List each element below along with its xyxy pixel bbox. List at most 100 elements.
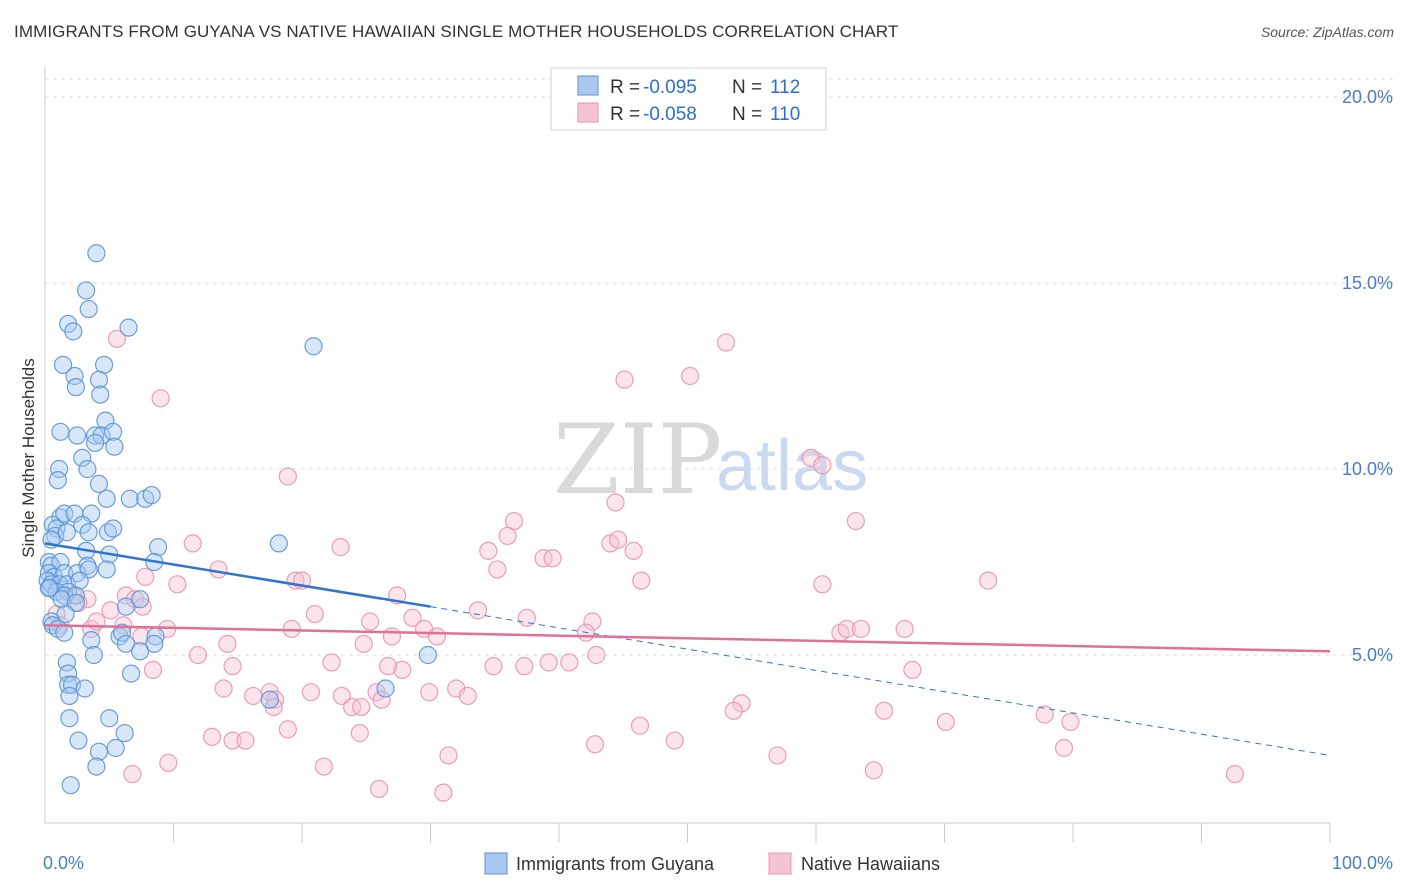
hawaiian-point (539, 653, 558, 672)
guyana-point (89, 370, 109, 389)
points-layer (38, 244, 1245, 802)
hawaiian-point (114, 616, 133, 635)
guyana-point (77, 281, 96, 300)
hawaiian-point (314, 757, 333, 776)
guyana-point (119, 318, 138, 337)
hawaiian-point (101, 601, 120, 620)
hawaiian-point (322, 653, 341, 672)
legend-r-label-guyana: R = (610, 77, 640, 98)
chart-title: IMMIGRANTS FROM GUYANA VS NATIVE HAWAIIA… (14, 22, 899, 41)
guyana-point (79, 299, 98, 319)
guyana-point (304, 337, 323, 356)
hawaiian-point (107, 329, 127, 348)
guyana-point (39, 578, 58, 598)
hawaiian-point (361, 612, 380, 631)
guyana-point (69, 731, 88, 750)
hawaiian-point (393, 660, 412, 679)
bottom-legend-label-hawaiian: Native Hawaiians (801, 854, 940, 874)
bottom-legend-label-guyana: Immigrants from Guyana (516, 854, 715, 874)
guyana-point (89, 742, 109, 761)
hawaiian-point (372, 690, 391, 709)
hawaiian-point (223, 731, 242, 750)
hawaiian-point (151, 389, 170, 408)
hawaiian-point (434, 783, 453, 802)
hawaiian-point (382, 627, 402, 646)
guyana-point (260, 690, 279, 709)
legend-r-value-hawaiian: -0.058 (643, 104, 697, 125)
guyana-point (269, 534, 288, 553)
hawaiian-point (168, 575, 187, 594)
guyana-point (106, 738, 125, 758)
guyana-point (55, 564, 74, 583)
hawaiian-point (632, 571, 651, 590)
hawaiian-point (278, 467, 297, 486)
hawaiian-point (143, 660, 163, 679)
hawaiian-point (468, 601, 488, 620)
hawaiian-point (585, 735, 605, 754)
legend-n-value-guyana: 112 (770, 77, 800, 98)
axes-layer (44, 67, 1331, 843)
hawaiian-point (583, 612, 602, 631)
hawaiian-point (724, 701, 743, 720)
y-tick-label: 5.0% (1352, 645, 1393, 665)
hawaiian-point (427, 627, 447, 646)
guyana-point (66, 378, 85, 397)
tick-labels: 5.0% 10.0% 15.0% 20.0% 0.0% 100.0% (43, 87, 1393, 873)
guyana-point (104, 422, 123, 441)
legend-n-value-hawaiian: 110 (770, 104, 800, 125)
y-tick-label: 10.0% (1342, 459, 1393, 479)
guyana-point (70, 571, 89, 590)
hawaiian-point (123, 764, 142, 784)
guyana-point (68, 426, 87, 445)
source-label: Source: ZipAtlas.com (1260, 24, 1394, 40)
guyana-point (66, 593, 85, 613)
guyana-point (89, 474, 109, 493)
guyana-point (97, 489, 116, 508)
guyana-point (97, 560, 116, 579)
legend-r-value-guyana: -0.095 (643, 77, 697, 98)
guyana-point (53, 355, 73, 374)
guyana-point (105, 437, 124, 456)
hawaiian-point (236, 731, 255, 750)
guyana-point (86, 433, 105, 453)
hawaiian-point (159, 753, 178, 772)
hawaiian-point (665, 731, 684, 750)
legend-swatch-hawaiian (577, 102, 599, 123)
hawaiian-point (837, 619, 856, 639)
hawaiian-point (420, 683, 439, 702)
hawaiian-point (183, 534, 202, 553)
guyana-point (64, 322, 83, 341)
correlation-legend: R = -0.095 N = 112 R = -0.058 N = 110 (550, 67, 827, 131)
hawaiian-point (813, 575, 832, 594)
guyana-point (56, 604, 75, 624)
trend-layer (44, 542, 1331, 756)
hawaiian-point (479, 541, 498, 560)
hawaiian-point (278, 720, 297, 739)
hawaiian-point (188, 645, 208, 665)
guyana-point (73, 448, 92, 467)
watermark: ZIP atlas (553, 404, 868, 516)
guyana-point (104, 519, 123, 538)
guyana-point (75, 679, 94, 698)
hawaiian-point (903, 660, 922, 679)
hawaiian-point (332, 686, 351, 706)
guyana-point (418, 645, 438, 665)
guyana-point (60, 686, 79, 706)
hawaiian-point (851, 619, 871, 639)
hawaiian-trend-line (44, 623, 1331, 653)
hawaiian-point (403, 608, 422, 627)
hawaiian-point (875, 701, 894, 720)
guyana-point (86, 426, 105, 445)
x-tick-label-min: 0.0% (43, 853, 84, 873)
guyana-point (47, 519, 66, 538)
hawaiian-point (813, 456, 832, 475)
hawaiian-point (350, 724, 369, 743)
hawaiian-point (732, 694, 751, 713)
guyana-point (120, 489, 139, 508)
guyana-point (130, 590, 150, 609)
hawaiian-point (78, 590, 97, 609)
legend-n-label-guyana: N = (732, 77, 762, 98)
guyana-point (55, 623, 74, 642)
hawaiian-point (560, 653, 579, 672)
